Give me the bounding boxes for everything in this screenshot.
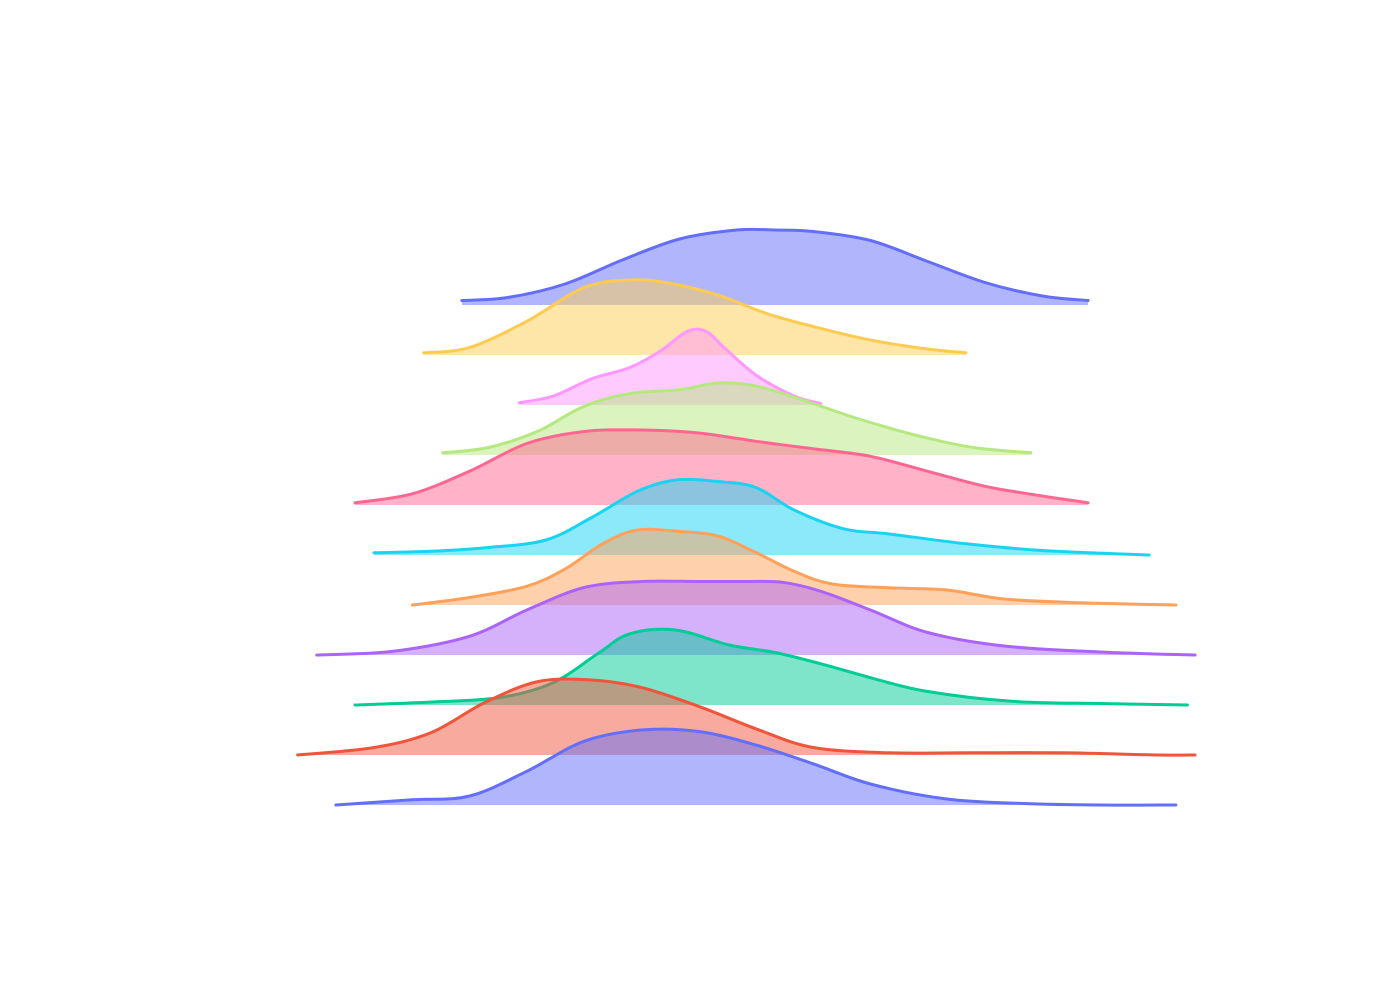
ridge-11 — [334, 727, 1178, 807]
ridge-6 — [372, 477, 1151, 557]
ridge-10 — [296, 677, 1197, 757]
ridge-5-area — [355, 429, 1089, 505]
ridge-1-line — [460, 227, 1090, 302]
ridge-4-line — [441, 381, 1033, 455]
ridge-2 — [422, 278, 968, 355]
ridge-10-area — [297, 678, 1195, 756]
ridge-2-area — [423, 279, 966, 355]
ridge-8-line — [315, 579, 1197, 657]
ridge-8 — [315, 579, 1197, 657]
ridge-6-area — [374, 479, 1150, 555]
ridge-8-area — [316, 581, 1195, 655]
ridge-10-line — [296, 677, 1197, 757]
ridge-2-line — [422, 278, 968, 355]
ridge-1 — [460, 227, 1090, 305]
ridge-5 — [353, 428, 1090, 505]
ridge-3-line — [517, 327, 823, 405]
ridge-5-line — [353, 428, 1090, 505]
ridge-1-area — [461, 229, 1089, 305]
ridge-6-line — [372, 477, 1151, 557]
ridges-layer — [296, 227, 1197, 807]
ridge-11-area — [335, 729, 1176, 806]
ridge-11-line — [334, 727, 1178, 807]
ridge-7-line — [410, 527, 1178, 607]
